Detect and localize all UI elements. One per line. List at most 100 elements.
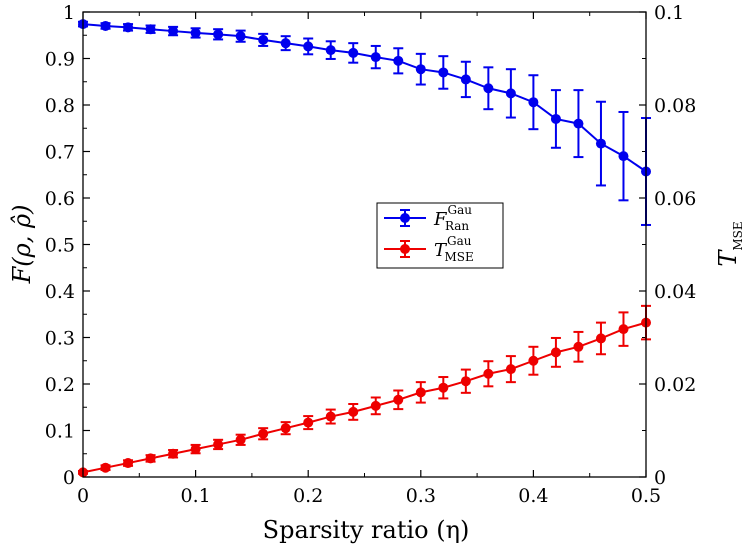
x-tick-label: 0.4 bbox=[518, 485, 548, 507]
data-point-fidelity bbox=[190, 27, 201, 38]
y-left-tick-label: 0.4 bbox=[45, 281, 75, 303]
y-left-tick-label: 0.3 bbox=[45, 328, 75, 350]
data-point-fidelity bbox=[303, 41, 314, 52]
data-point-fidelity bbox=[100, 20, 111, 31]
data-point-tmse bbox=[190, 444, 201, 455]
series-line-fidelity bbox=[82, 23, 647, 173]
y-right-tick-label: 0.1 bbox=[654, 2, 684, 24]
y-right-tick-label: 0.02 bbox=[654, 374, 696, 396]
y-right-tick-label: 0.04 bbox=[654, 281, 696, 303]
legend-tmse-main: T bbox=[434, 240, 448, 261]
y-axis-right-title: TMSE bbox=[714, 221, 745, 266]
y-left-tick-label: 0.8 bbox=[45, 95, 75, 117]
data-point-fidelity bbox=[393, 55, 404, 66]
data-point-tmse bbox=[348, 406, 359, 417]
chart-ticks-layer bbox=[82, 11, 647, 478]
y-axis-right-label-main: T bbox=[714, 249, 742, 267]
series-fidelity bbox=[78, 19, 651, 226]
data-point-tmse bbox=[415, 387, 426, 398]
data-point-fidelity bbox=[370, 52, 381, 63]
data-point-fidelity bbox=[258, 34, 269, 45]
y-left-tick-label: 0.7 bbox=[45, 142, 75, 164]
legend-tmse-sub: MSE bbox=[444, 250, 473, 264]
data-point-tmse bbox=[370, 400, 381, 411]
data-point-fidelity bbox=[145, 24, 156, 35]
legend-label-fidelity: FGau Ran bbox=[433, 203, 472, 233]
legend-marker-fidelity bbox=[400, 213, 410, 223]
chart-series-layer bbox=[78, 19, 651, 478]
y-axis-right-label-sub: MSE bbox=[731, 221, 745, 250]
data-point-fidelity bbox=[213, 29, 224, 40]
x-tick-label: 0.3 bbox=[406, 485, 436, 507]
data-point-fidelity bbox=[618, 151, 629, 162]
y-left-tick-label: 1 bbox=[63, 2, 75, 24]
data-point-tmse bbox=[550, 347, 561, 358]
legend-label-tmse: TGau MSE bbox=[434, 234, 474, 264]
data-point-tmse bbox=[145, 453, 156, 464]
y-axis-left-title: F(ρ, ρ̂) bbox=[8, 205, 36, 285]
legend-fidelity-sub: Ran bbox=[445, 219, 469, 233]
data-point-fidelity bbox=[123, 22, 134, 33]
data-point-fidelity bbox=[528, 97, 539, 108]
x-tick-label: 0.5 bbox=[631, 485, 661, 507]
legend-fidelity-main: F bbox=[433, 209, 448, 230]
series-line-tmse bbox=[82, 321, 647, 474]
legend-tmse-sup: Gau bbox=[447, 234, 472, 248]
y-left-tick-label: 0 bbox=[63, 467, 75, 489]
data-point-fidelity bbox=[280, 38, 291, 49]
y-left-tick-label: 0.1 bbox=[45, 421, 75, 443]
data-point-tmse bbox=[123, 458, 134, 469]
data-point-fidelity bbox=[483, 83, 494, 94]
data-point-tmse bbox=[618, 324, 629, 335]
y-left-tick-label: 0.6 bbox=[45, 188, 75, 210]
y-axis-left-label: F(ρ, ρ̂) bbox=[8, 205, 36, 285]
y-left-tick-label: 0.9 bbox=[45, 49, 75, 71]
data-point-tmse bbox=[595, 333, 606, 344]
data-point-tmse bbox=[438, 382, 449, 393]
data-point-fidelity bbox=[235, 31, 246, 42]
data-point-tmse bbox=[280, 423, 291, 434]
data-point-tmse bbox=[528, 355, 539, 366]
data-point-fidelity bbox=[595, 138, 606, 149]
x-tick-label: 0.2 bbox=[293, 485, 323, 507]
data-point-fidelity bbox=[348, 47, 359, 58]
data-point-fidelity bbox=[550, 113, 561, 124]
y-right-tick-label: 0 bbox=[654, 467, 666, 489]
data-point-tmse bbox=[168, 448, 179, 459]
data-point-tmse bbox=[235, 434, 246, 445]
legend-box bbox=[376, 202, 504, 269]
x-axis-label: Sparsity ratio (η) bbox=[263, 516, 470, 544]
y-right-tick-label: 0.06 bbox=[654, 188, 696, 210]
data-point-fidelity bbox=[325, 45, 336, 56]
data-point-tmse bbox=[460, 376, 471, 387]
y-left-tick-label: 0.5 bbox=[45, 235, 75, 257]
series-tmse bbox=[78, 304, 651, 478]
data-point-tmse bbox=[258, 428, 269, 439]
x-tick-label: 0.1 bbox=[180, 485, 210, 507]
data-point-fidelity bbox=[505, 88, 516, 99]
legend-marker-tmse bbox=[400, 244, 410, 254]
plot-frame bbox=[82, 11, 647, 478]
legend: FGau Ran TGau MSE bbox=[376, 202, 504, 269]
data-point-fidelity bbox=[415, 64, 426, 75]
data-point-fidelity bbox=[168, 26, 179, 37]
svg-text:TMSE: TMSE bbox=[714, 221, 745, 266]
data-point-fidelity bbox=[573, 118, 584, 129]
legend-fidelity-sup: Gau bbox=[448, 203, 473, 217]
data-point-tmse bbox=[573, 341, 584, 352]
data-point-tmse bbox=[100, 462, 111, 473]
data-point-tmse bbox=[213, 439, 224, 450]
x-axis-title: Sparsity ratio (η) bbox=[263, 516, 470, 544]
y-left-tick-label: 0.2 bbox=[45, 374, 75, 396]
data-point-fidelity bbox=[460, 74, 471, 85]
data-point-tmse bbox=[505, 364, 516, 375]
data-point-tmse bbox=[483, 368, 494, 379]
data-point-tmse bbox=[325, 411, 336, 422]
chart-labels-layer: 0 0.1 0.2 0.3 0.4 0.500.10.20.30.40.50.60.70.… bbox=[45, 2, 697, 507]
x-tick-label: 0 bbox=[77, 485, 89, 507]
data-point-tmse bbox=[393, 394, 404, 405]
data-point-fidelity bbox=[438, 67, 449, 78]
y-right-tick-label: 0.08 bbox=[654, 95, 696, 117]
data-point-tmse bbox=[303, 417, 314, 428]
